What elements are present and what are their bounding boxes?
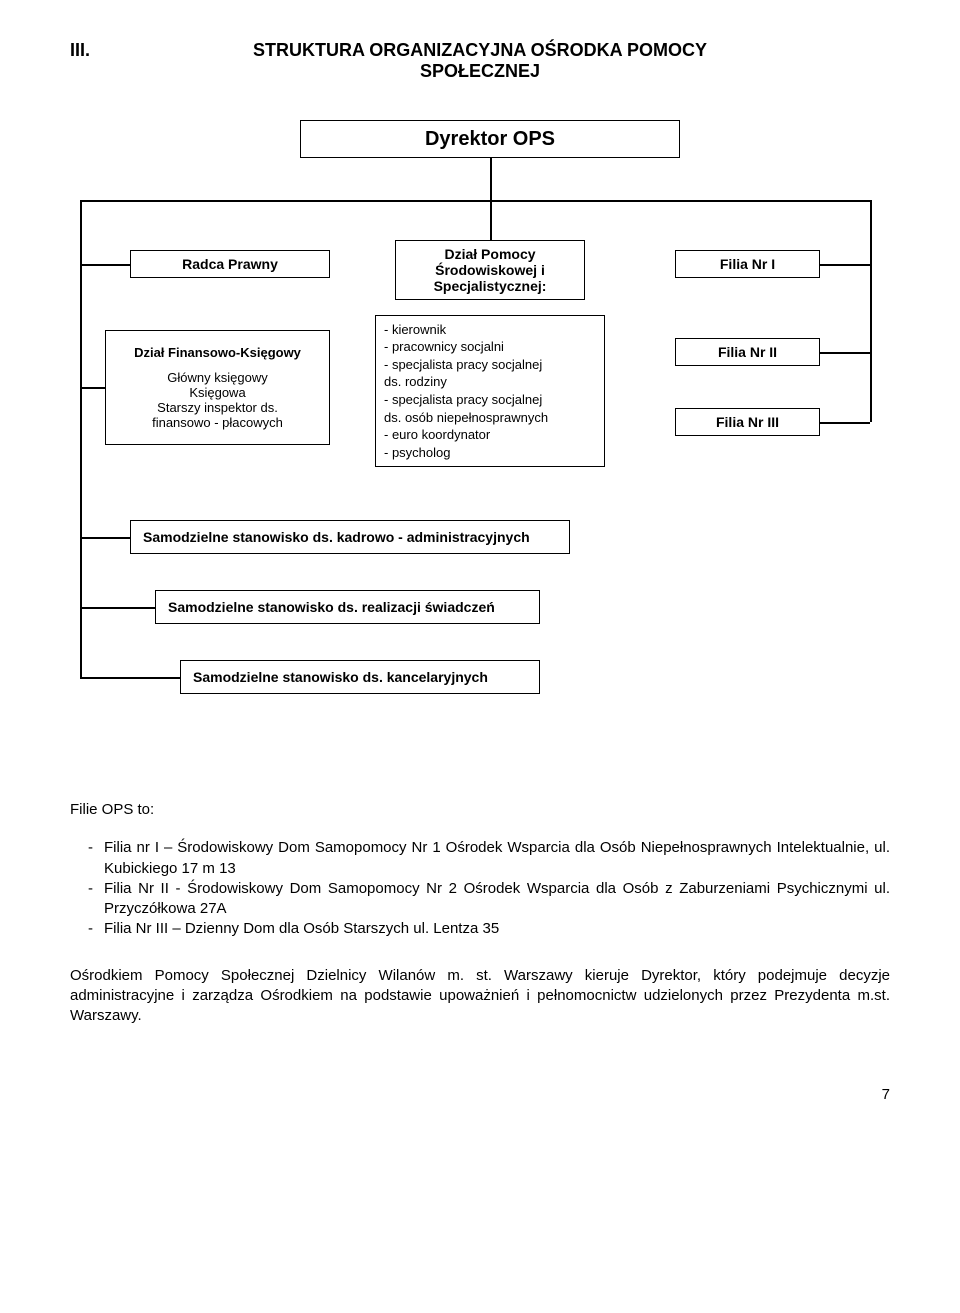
connector-line: [820, 422, 870, 424]
heading-roman: III.: [70, 40, 160, 82]
connector-line: [80, 264, 130, 266]
box-stanowisko-3: Samodzielne stanowisko ds. kancelaryjnyc…: [180, 660, 540, 694]
filie-intro: Filie OPS to:: [70, 800, 890, 820]
box-stanowisko-1: Samodzielne stanowisko ds. kadrowo - adm…: [130, 520, 570, 554]
box-filia-2: Filia Nr II: [675, 338, 820, 366]
heading-title: STRUKTURA ORGANIZACYJNA OŚRODKA POMOCY S…: [160, 40, 890, 82]
connector-line: [820, 264, 870, 266]
connector-line: [870, 200, 872, 422]
box-filia-3: Filia Nr III: [675, 408, 820, 436]
connector-line: [80, 607, 155, 609]
section-heading: III. STRUKTURA ORGANIZACYJNA OŚRODKA POM…: [70, 40, 890, 82]
page-number: 7: [70, 1086, 890, 1103]
box-dzial-pomocy-details: - kierownik- pracownicy socjalni- specja…: [375, 315, 605, 467]
filie-list: -Filia nr I – Środowiskowy Dom Samopomoc…: [70, 838, 890, 939]
connector-line: [80, 200, 870, 202]
connector-line: [820, 352, 870, 354]
connector-line: [490, 158, 492, 200]
box-dzial-fk: Dział Finansowo-KsięgowyGłówny księgowyK…: [105, 330, 330, 445]
org-chart: Dyrektor OPS Radca Prawny Dział Finansowo-…: [70, 120, 890, 750]
body-para: Ośrodkiem Pomocy Społecznej Dzielnicy Wi…: [70, 966, 890, 1027]
box-filia-1: Filia Nr I: [675, 250, 820, 278]
box-stanowisko-2: Samodzielne stanowisko ds. realizacji św…: [155, 590, 540, 624]
connector-line: [80, 200, 82, 677]
box-director: Dyrektor OPS: [300, 120, 680, 158]
filie-list-item: -Filia nr I – Środowiskowy Dom Samopomoc…: [70, 838, 890, 879]
connector-line: [80, 387, 105, 389]
filie-list-item: -Filia Nr III – Dzienny Dom dla Osób Sta…: [70, 919, 890, 939]
connector-line: [80, 537, 130, 539]
connector-line: [490, 200, 492, 240]
connector-line: [80, 677, 180, 679]
filie-list-item: -Filia Nr II - Środowiskowy Dom Samopomo…: [70, 879, 890, 920]
box-radca: Radca Prawny: [130, 250, 330, 278]
box-dzial-pomocy-title: Dział PomocyŚrodowiskowej iSpecjalistycz…: [395, 240, 585, 300]
